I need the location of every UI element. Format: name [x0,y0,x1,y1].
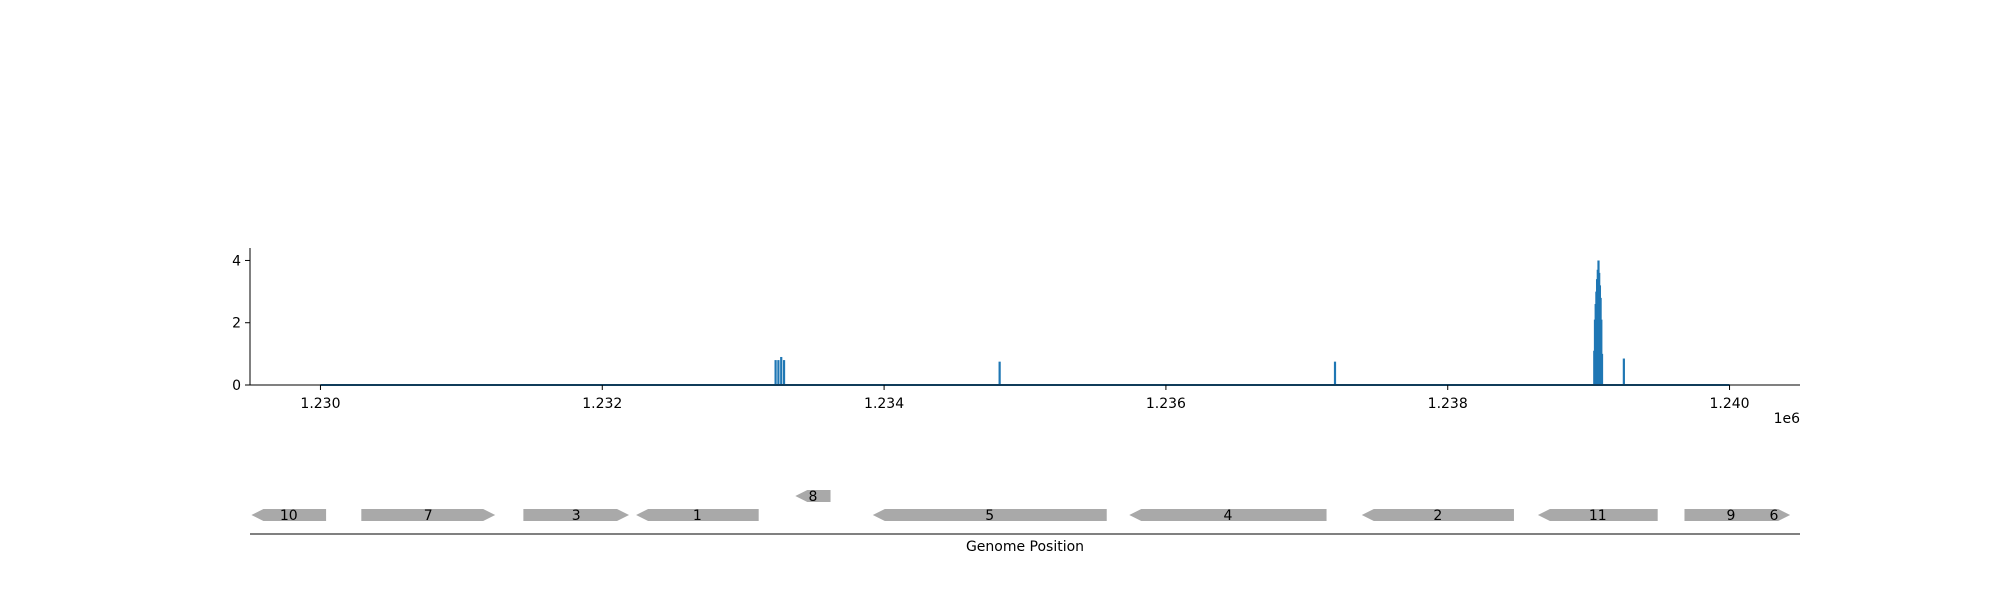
y-tick-label: 0 [232,378,241,394]
x-tick-label: 1.232 [582,396,622,412]
x-tick-label: 1.240 [1709,396,1749,412]
gene-feature-label: 1 [693,508,702,524]
gene-feature [361,509,496,521]
gene-feature-label: 10 [280,508,298,524]
y-tick-label: 2 [232,316,241,332]
x-tick-label: 1.236 [1146,396,1186,412]
x-axis-label: Genome Position [966,539,1084,555]
gene-feature [1129,509,1327,521]
coverage-plot: 0 2 4 1.230 1.232 1.234 1.236 1.238 1.240 1e6 [232,248,1800,427]
gene-feature [251,509,327,521]
gene-feature-label: 3 [572,508,581,524]
gene-feature [1537,509,1658,521]
gene-feature-label: 4 [1223,508,1232,524]
gene-feature-label: 5 [985,508,994,524]
gene-feature [636,509,759,521]
gene-track: 10 7 3 1 8 5 4 2 11 9 6 Genome Position [250,489,1800,555]
gene-feature [1757,509,1791,521]
gene-feature [1361,509,1514,521]
y-tick-label: 4 [232,253,241,269]
gene-feature [795,490,831,502]
x-tick-label: 1.230 [300,396,340,412]
gene-feature-label: 8 [808,489,817,505]
x-offset-label: 1e6 [1774,411,1801,427]
gene-feature-label: 11 [1589,508,1607,524]
gene-feature-label: 9 [1726,508,1735,524]
gene-feature [872,509,1107,521]
x-tick-label: 1.234 [864,396,904,412]
gene-feature [523,509,630,521]
gene-feature-label: 7 [424,508,433,524]
x-tick-label: 1.238 [1428,396,1468,412]
gene-feature [1684,509,1778,521]
gene-feature-label: 2 [1433,508,1442,524]
gene-feature-label: 6 [1769,508,1778,524]
